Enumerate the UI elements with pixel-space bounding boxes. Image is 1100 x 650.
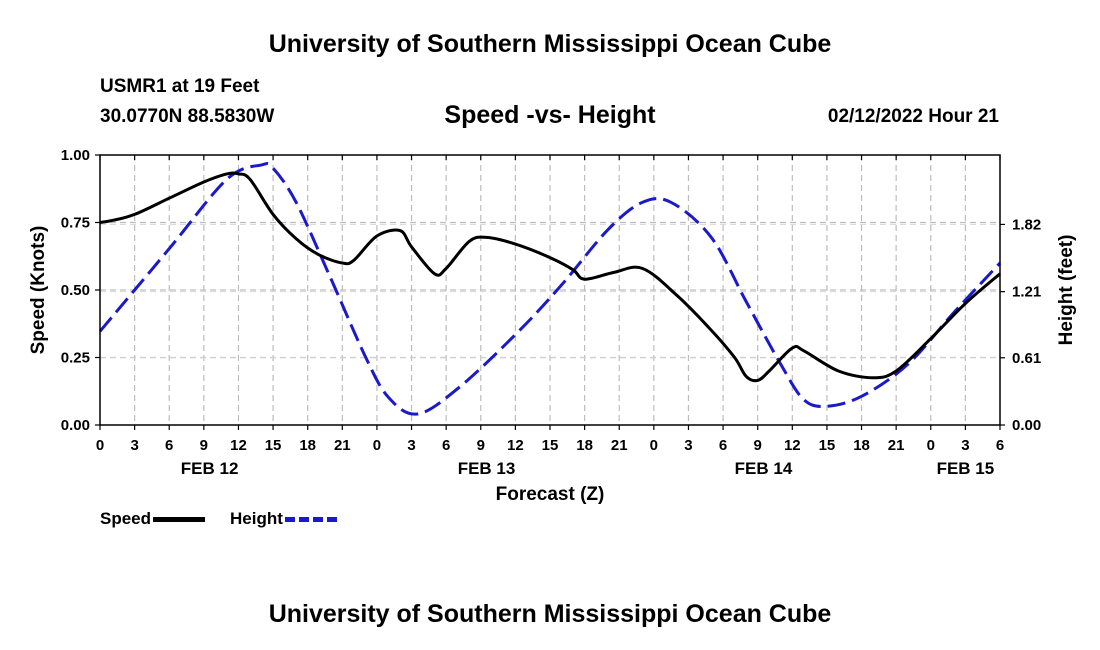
x-tick-label: 6 — [442, 437, 450, 454]
date-label: FEB 15 — [937, 459, 995, 478]
series-line-speed — [99, 171, 1001, 383]
x-tick-label: 15 — [265, 437, 282, 454]
coordinates-label: 30.0770N 88.5830W — [100, 106, 275, 127]
x-tick-label: 6 — [996, 437, 1004, 454]
y-tick-label: 0.50 — [61, 282, 90, 299]
legend-speed-swatch — [153, 516, 206, 522]
x-tick-label: 18 — [853, 437, 870, 454]
legend-height-swatch — [284, 516, 337, 522]
y2-tick-label: 0.61 — [1012, 350, 1041, 367]
x-tick-label: 12 — [230, 437, 247, 454]
x-tick-label: 21 — [334, 437, 351, 454]
x-tick-label: 0 — [96, 437, 104, 454]
y-tick-label: 0.25 — [61, 350, 90, 367]
y-tick-label: 0.75 — [61, 215, 90, 232]
legend-speed: Speed — [100, 509, 206, 529]
x-tick-label: 9 — [477, 437, 485, 454]
x-tick-label: 12 — [784, 437, 801, 454]
legend-height: Height — [230, 509, 337, 529]
x-tick-label: 3 — [407, 437, 415, 454]
x-tick-label: 9 — [754, 437, 762, 454]
x-tick-label: 15 — [819, 437, 836, 454]
grid-lines — [100, 155, 1000, 425]
date-label: FEB 14 — [735, 459, 793, 478]
x-tick-label: 18 — [299, 437, 316, 454]
x-tick-label: 18 — [576, 437, 593, 454]
y-tick-label: 1.00 — [61, 147, 90, 164]
x-tick-label: 21 — [888, 437, 905, 454]
x-tick-label: 12 — [507, 437, 524, 454]
y-tick-label: 0.00 — [61, 417, 90, 434]
legend-speed-label: Speed — [100, 509, 152, 528]
x-tick-label: 3 — [130, 437, 138, 454]
x-tick-label: 3 — [684, 437, 692, 454]
y2-axis-label: Height (feet) — [1056, 235, 1077, 346]
x-axis-label: Forecast (Z) — [496, 484, 605, 505]
x-tick-label: 3 — [961, 437, 969, 454]
page-title: University of Southern Mississippi Ocean… — [268, 30, 832, 58]
data-series — [98, 162, 1002, 416]
station-label: USMR1 at 19 Feet — [100, 76, 260, 97]
x-tick-label: 6 — [165, 437, 173, 454]
forecast-datetime: 02/12/2022 Hour 21 — [827, 106, 999, 127]
y2-axis-ticks: 0.00 0.61 1.21 1.82 — [1000, 216, 1041, 434]
y-axis-ticks: 0.00 0.25 0.50 0.75 1.00 — [61, 147, 100, 434]
chart-subtitle: Speed -vs- Height — [444, 101, 656, 129]
date-label: FEB 13 — [458, 459, 516, 478]
y-axis-label: Speed (Knots) — [28, 226, 49, 355]
y2-tick-label: 1.21 — [1012, 284, 1041, 301]
legend-height-label: Height — [230, 509, 283, 528]
date-label: FEB 12 — [181, 459, 239, 478]
x-tick-label: 0 — [650, 437, 658, 454]
x-tick-label: 21 — [611, 437, 628, 454]
footer-title: University of Southern Mississippi Ocean… — [268, 600, 832, 628]
x-tick-label: 9 — [200, 437, 208, 454]
y2-tick-label: 0.00 — [1012, 417, 1041, 434]
x-axis-ticks: 0 3 6 9 12 15 18 21 0 3 6 9 12 15 18 21 0 3 6 9 12 15 18 21 0 3 6F… — [96, 155, 1004, 478]
x-tick-label: 0 — [373, 437, 381, 454]
x-tick-label: 15 — [542, 437, 559, 454]
plot-frame — [99, 154, 1001, 426]
x-tick-label: 6 — [719, 437, 727, 454]
x-tick-label: 0 — [927, 437, 935, 454]
y2-tick-label: 1.82 — [1012, 216, 1041, 233]
